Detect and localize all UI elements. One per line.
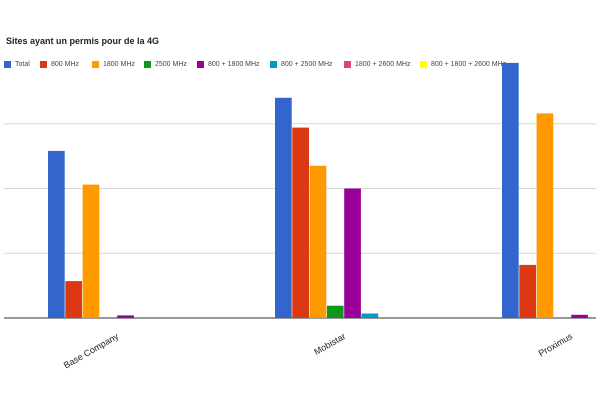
legend-item-800-1800-2600mhz[interactable]: 800 + 1800 + 2600 MHz <box>420 61 506 68</box>
legend-swatch <box>144 61 151 68</box>
legend-swatch <box>4 61 11 68</box>
bar[interactable] <box>82 184 100 318</box>
legend-swatch <box>420 61 427 68</box>
legend-item-800mhz[interactable]: 800 MHz <box>40 61 79 68</box>
legend-swatch <box>344 61 351 68</box>
legend-label: 800 MHz <box>51 61 80 68</box>
legend-label: 800 + 1800 + 2600 MHz <box>431 61 507 68</box>
legend-label: 800 + 2500 MHz <box>281 61 333 68</box>
legend-item-total[interactable]: Total <box>4 61 30 68</box>
bar[interactable] <box>65 281 82 318</box>
legend-item-1800mhz[interactable]: 1800 MHz <box>92 61 135 68</box>
legend-item-800-1800mhz[interactable]: 800 + 1800 MHz <box>197 61 260 68</box>
chart-title: Sites ayant un permis pour de la 4G <box>6 36 160 46</box>
x-tick-label: Mobistar <box>312 331 347 357</box>
bar[interactable] <box>48 150 65 318</box>
bar[interactable] <box>326 305 344 318</box>
legend-swatch <box>92 61 99 68</box>
legend-item-800-2500mhz[interactable]: 800 + 2500 MHz <box>270 61 333 68</box>
chart-legend: Total 800 MHz 1800 MHz 2500 MHz 800 + 18… <box>4 61 600 73</box>
bar[interactable] <box>344 188 361 319</box>
legend-item-2500mhz[interactable]: 2500 MHz <box>144 61 187 68</box>
bar[interactable] <box>292 127 309 318</box>
x-tick-label: Proximus <box>537 331 575 359</box>
legend-label: 1800 + 2600 MHz <box>355 61 411 68</box>
legend-swatch <box>270 61 277 68</box>
bar[interactable] <box>309 165 327 318</box>
bar[interactable] <box>502 62 519 319</box>
legend-item-1800-2600mhz[interactable]: 1800 + 2600 MHz <box>344 61 410 68</box>
legend-label: 800 + 1800 MHz <box>208 61 260 68</box>
bar[interactable] <box>117 315 134 318</box>
legend-swatch <box>40 61 47 68</box>
bar[interactable] <box>519 264 536 318</box>
legend-label: Total <box>15 61 30 68</box>
x-tick-label: Base Company <box>62 331 121 371</box>
bar[interactable] <box>361 313 379 319</box>
legend-swatch <box>197 61 204 68</box>
legend-label: 2500 MHz <box>155 61 187 68</box>
bar[interactable] <box>275 97 292 318</box>
bar[interactable] <box>536 113 554 319</box>
bar[interactable] <box>571 314 588 318</box>
legend-label: 1800 MHz <box>103 61 135 68</box>
